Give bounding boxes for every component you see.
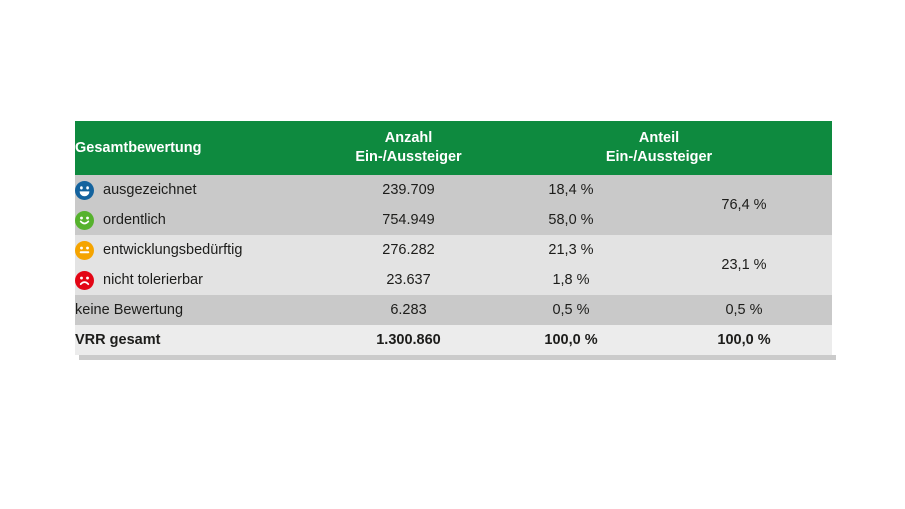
- smiley-bad-icon: [75, 270, 94, 290]
- count-value: 1.300.860: [376, 332, 441, 348]
- rating-label-cell: ausgezeichnet: [75, 180, 331, 200]
- row-ausgezeichnet: ausgezeichnet 239.709 18,4 % 76,4 %: [75, 175, 833, 213]
- count-value: 276.282: [382, 242, 435, 258]
- header-share-line1: Anteil: [638, 130, 680, 146]
- rating-label: nicht tolerierbar: [103, 272, 203, 288]
- header-count-line2: Ein-/Aussteiger: [355, 149, 462, 165]
- rating-label: ordentlich: [103, 212, 166, 228]
- ratings-table: Gesamtbewertung Anzahl Ein-/Aussteiger A…: [75, 121, 833, 355]
- share-value: 100,0 %: [544, 332, 598, 348]
- share-value: 21,3 %: [548, 242, 594, 258]
- share-value: 0,5 %: [552, 302, 590, 318]
- table-bottom-shadow: [79, 355, 836, 360]
- header-share-line2: Ein-/Aussteiger: [605, 149, 713, 165]
- count-value: 754.949: [382, 212, 435, 228]
- share-combined-value: 100,0 %: [717, 332, 771, 348]
- header-count-line1: Anzahl: [384, 130, 433, 146]
- count-value: 6.283: [390, 302, 427, 318]
- rating-label: VRR gesamt: [75, 332, 161, 348]
- rating-label-cell: entwicklungsbedürftig: [75, 240, 331, 260]
- smiley-good-icon: [75, 210, 94, 230]
- share-combined-value: 0,5 %: [725, 302, 763, 318]
- header-cell-rating: Gesamtbewertung: [75, 140, 202, 156]
- count-value: 239.709: [382, 182, 435, 198]
- header-cell-count: Anzahl Ein-/Aussteiger: [331, 121, 486, 175]
- row-keine-bewertung: keine Bewertung 6.283 0,5 % 0,5 %: [75, 295, 833, 325]
- rating-label: ausgezeichnet: [103, 182, 197, 198]
- rating-label: keine Bewertung: [75, 302, 184, 318]
- count-value: 23.637: [386, 272, 431, 288]
- share-value: 1,8 %: [552, 272, 590, 288]
- rating-label: entwicklungsbedürftig: [103, 242, 243, 258]
- share-combined-value: 23,1 %: [721, 257, 767, 273]
- smiley-excellent-icon: [75, 180, 94, 200]
- smiley-neutral-icon: [75, 240, 94, 260]
- share-combined-value: 76,4 %: [721, 197, 767, 213]
- share-value: 58,0 %: [548, 212, 594, 228]
- row-entwicklungsbeduerftig: entwicklungsbedürftig 276.282 21,3 % 23,…: [75, 235, 833, 273]
- header-row: Gesamtbewertung Anzahl Ein-/Aussteiger A…: [75, 121, 833, 175]
- row-vrr-gesamt: VRR gesamt 1.300.860 100,0 % 100,0 %: [75, 325, 833, 355]
- rating-label-cell: nicht tolerierbar: [75, 270, 331, 290]
- rating-label-cell: ordentlich: [75, 210, 331, 230]
- share-value: 18,4 %: [548, 182, 594, 198]
- header-cell-share: Anteil Ein-/Aussteiger: [486, 121, 832, 175]
